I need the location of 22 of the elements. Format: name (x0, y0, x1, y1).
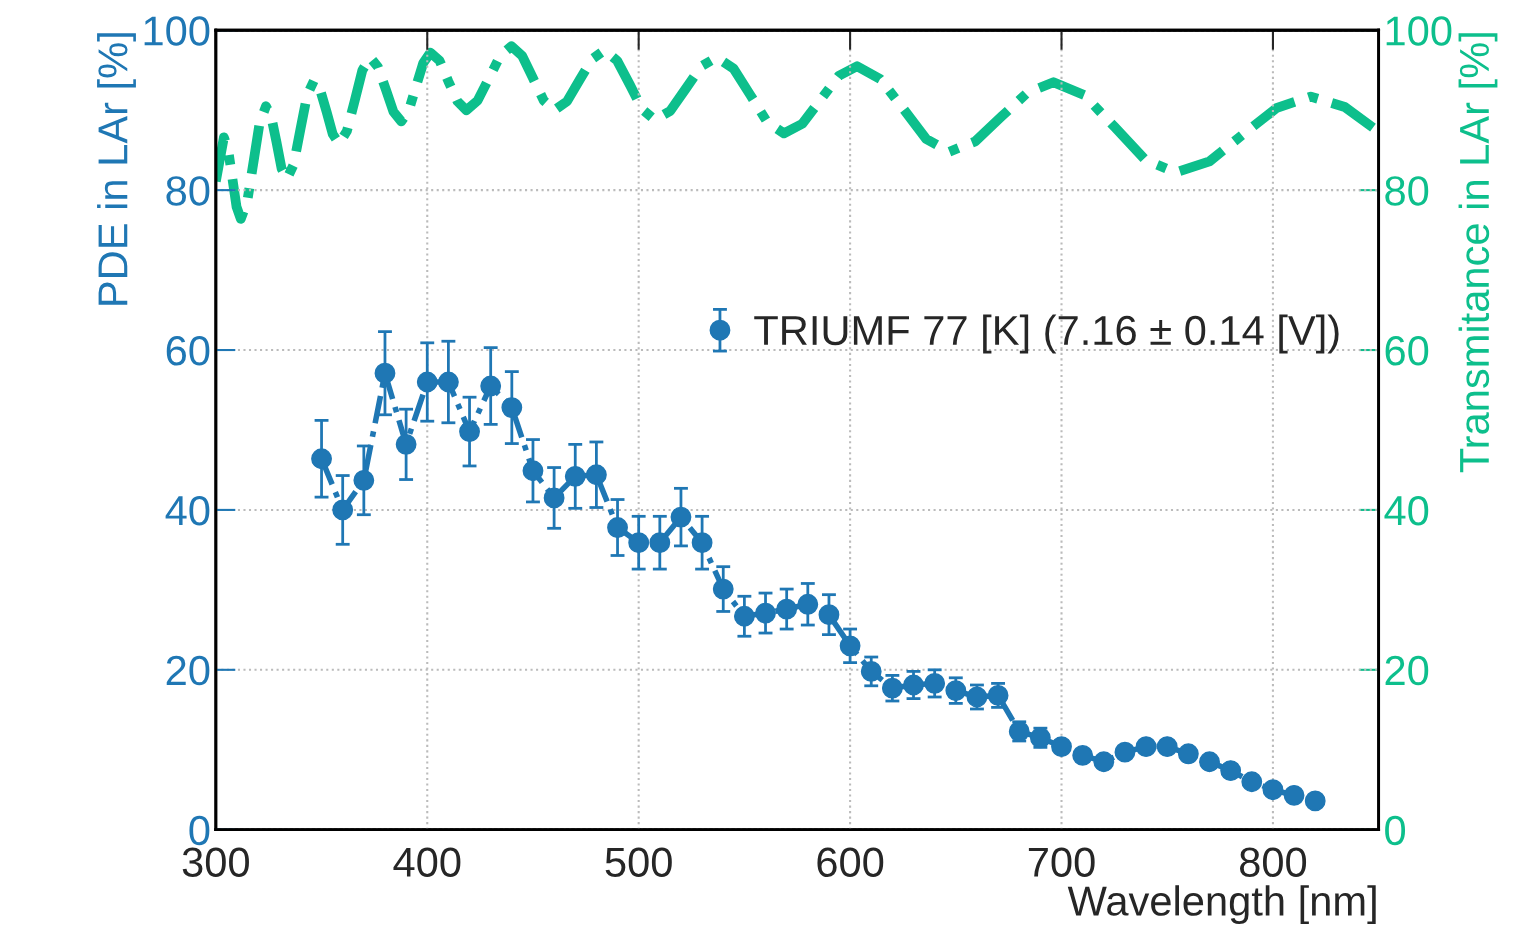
y-axis-title: PDE in LAr [%] (97, 33, 136, 305)
y2-tick-label: 40 (1384, 495, 1429, 526)
y2-tick-label: 0 (1385, 815, 1406, 846)
x-tick-label: 300 (182, 847, 249, 877)
x-tick-label: 700 (1028, 847, 1095, 877)
x-axis-title: Wavelength [nm] (1067, 885, 1376, 925)
x-tick-label: 500 (605, 847, 672, 877)
y-tick-label: 20 (166, 655, 210, 686)
y2-tick-label: 20 (1385, 655, 1429, 686)
y2-axis-title: Transmitance in LAr [%] (1458, 33, 1498, 473)
y-tick-label: 0 (189, 815, 210, 846)
y-tick-label: 40 (165, 495, 210, 526)
y-tick-label: 80 (166, 176, 210, 206)
x-tick-label: 800 (1239, 847, 1307, 877)
y2-tick-label: 80 (1385, 176, 1429, 206)
y-tick-label: 60 (166, 336, 210, 366)
y2-tick-label: 100 (1386, 16, 1452, 46)
y-tick-label: 100 (144, 16, 210, 46)
legend-label: TRIUMF 77 [K] (7.16 ± 0.14 [V]) (754, 314, 1339, 354)
x-tick-label: 400 (393, 847, 461, 877)
y2-tick-label: 60 (1385, 336, 1429, 366)
x-tick-label: 600 (817, 847, 884, 877)
